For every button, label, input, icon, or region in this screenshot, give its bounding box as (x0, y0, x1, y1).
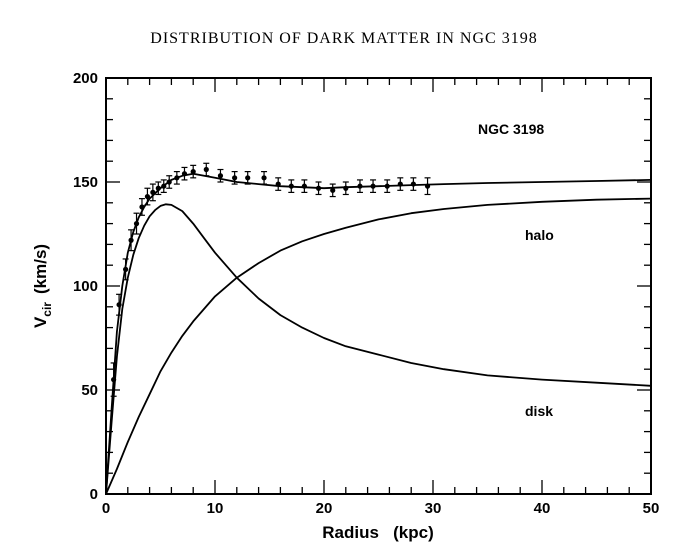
halo-curve (105, 197, 652, 495)
axis-ticks (105, 77, 652, 495)
tick-labels: 0 10 20 30 40 50 0 50 100 150 200 (73, 70, 659, 517)
y-tick-label: 0 (90, 486, 98, 503)
y-tick-label: 100 (73, 278, 98, 295)
x-tick-label: 0 (102, 500, 110, 517)
x-tick-label: 20 (316, 500, 333, 517)
disk-curve (105, 203, 652, 495)
y-axis-label: Vcir (km/s) (31, 244, 54, 328)
y-axis-label-main: V (31, 316, 50, 328)
x-tick-label: 10 (207, 500, 224, 517)
data-point (245, 175, 251, 181)
data-point (232, 175, 238, 181)
data-point (343, 185, 349, 191)
data-point (123, 266, 129, 272)
galaxy-label: NGC 3198 (478, 121, 544, 137)
data-point (139, 204, 145, 210)
data-point (330, 187, 336, 193)
data-point (116, 302, 122, 308)
data-point (410, 181, 416, 187)
y-tick-label: 200 (73, 70, 98, 87)
data-point (370, 183, 376, 189)
data-point (190, 169, 196, 175)
halo-label: halo (525, 227, 554, 243)
x-axis-label: Radius (kpc) (322, 523, 433, 542)
y-tick-label: 150 (73, 174, 98, 191)
data-point (357, 183, 363, 189)
data-point (174, 175, 180, 181)
data-point (288, 183, 294, 189)
data-point (166, 179, 172, 185)
data-point (181, 171, 188, 177)
data-point (315, 185, 322, 191)
disk-label: disk (525, 403, 553, 419)
data-point (155, 185, 161, 191)
data-point (161, 183, 167, 189)
data-point (275, 181, 281, 187)
y-tick-label: 50 (81, 382, 98, 399)
x-tick-label: 30 (425, 500, 442, 517)
chart-title: DISTRIBUTION OF DARK MATTER IN NGC 3198 (150, 30, 538, 47)
x-tick-label: 50 (643, 500, 660, 517)
observed-points (110, 162, 431, 397)
data-point (424, 183, 431, 189)
svg-text:Vcir(km/s): Vcir (km/s) (31, 244, 54, 328)
data-point (397, 181, 403, 187)
data-point (301, 183, 307, 189)
data-point (128, 237, 134, 243)
data-point (203, 166, 209, 173)
y-axis-label-unit: (km/s) (31, 244, 50, 294)
data-point (261, 175, 267, 181)
data-point (133, 221, 140, 227)
model-curves (105, 172, 652, 495)
data-point (150, 189, 156, 195)
x-tick-label: 40 (534, 500, 551, 517)
plot-frame (105, 77, 652, 495)
data-point (144, 193, 151, 200)
y-axis-label-sub: cir (40, 302, 54, 317)
data-point (111, 377, 117, 383)
data-point (384, 183, 390, 189)
total-fit-curve (105, 172, 652, 495)
data-point (217, 173, 224, 179)
